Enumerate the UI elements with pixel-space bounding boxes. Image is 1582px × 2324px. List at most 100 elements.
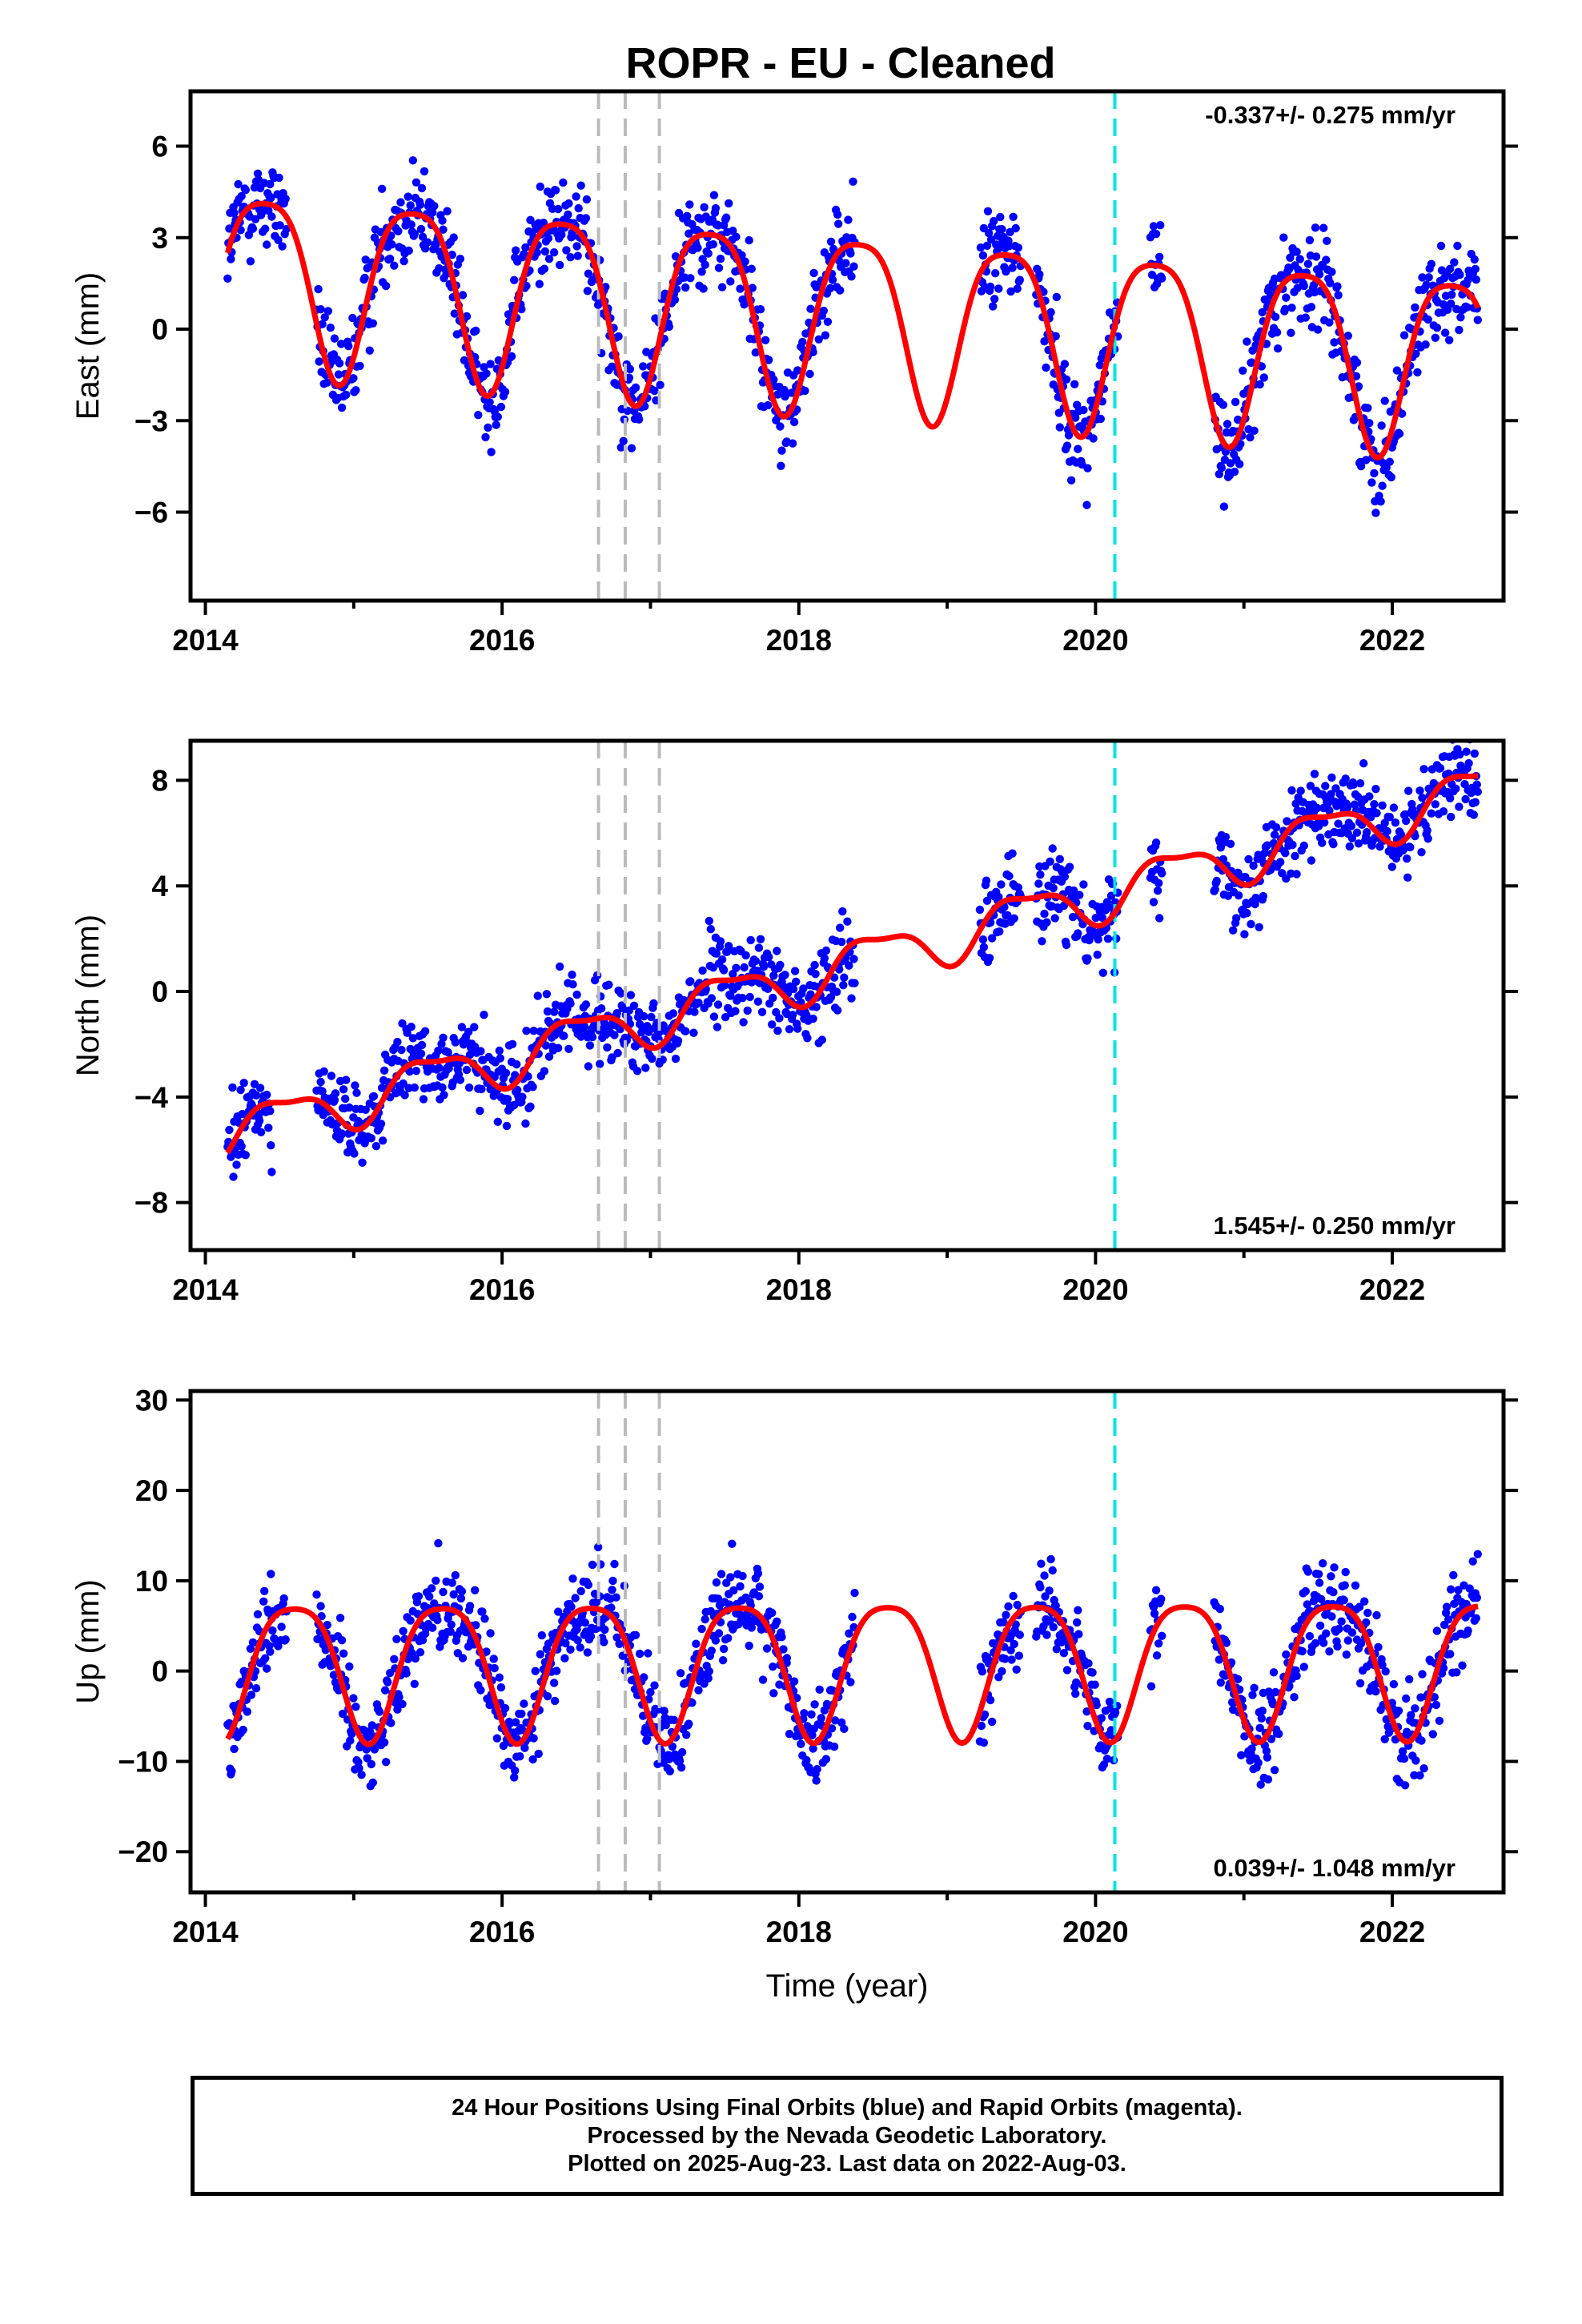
data-point [253,1610,263,1619]
data-point [1315,1621,1325,1630]
data-point [500,1703,510,1713]
data-point [1318,838,1327,847]
data-point [367,1721,376,1730]
data-point [1083,1722,1092,1731]
data-point [314,284,323,294]
data-point [1307,856,1316,865]
data-point [348,313,357,323]
data-point [998,1667,1006,1676]
data-point [1317,1594,1326,1604]
data-point [1073,1618,1082,1627]
data-point [768,1608,777,1618]
data-point [395,1693,404,1702]
x-tick-label: 2018 [766,1273,832,1306]
data-point [1222,1638,1231,1647]
data-point [549,1679,559,1687]
data-point [1082,501,1091,509]
data-point [776,422,785,431]
data-point [850,979,859,987]
data-point [1311,252,1321,261]
data-point [713,1023,722,1031]
data-point [756,305,765,314]
data-point [717,955,727,964]
data-point [1389,1679,1399,1689]
data-point [511,1766,520,1775]
data-point [387,240,396,249]
data-point [358,1158,367,1168]
data-point [685,1719,693,1728]
data-point [1353,792,1363,801]
data-point [259,1597,268,1606]
data-point [990,295,999,304]
data-point [251,1091,261,1100]
data-point [707,994,716,1003]
data-point [1287,786,1296,795]
data-point [345,1103,354,1112]
y-tick-label: −4 [135,1081,169,1114]
data-point [1038,937,1046,946]
data-point [399,1626,408,1636]
data-point [647,1012,656,1022]
data-point [564,210,572,219]
data-point [820,954,829,963]
data-point [559,178,568,187]
data-point [263,240,271,249]
data-point [1243,909,1251,918]
data-point [608,1576,617,1586]
data-point [335,1614,345,1622]
data-point [847,994,856,1003]
data-point [1325,1647,1334,1656]
data-point [480,1614,489,1623]
data-point [1246,433,1255,442]
data-point [612,1009,621,1018]
data-point [1323,799,1332,809]
data-point [1307,303,1316,312]
data-point [528,1755,537,1764]
data-point [246,257,255,266]
data-point [346,1736,355,1745]
data-point [719,966,729,975]
data-point [260,1586,269,1596]
data-point [840,1724,849,1733]
data-point [255,1084,265,1092]
data-point [729,1586,738,1595]
data-point [1407,1711,1415,1719]
data-point [751,956,760,966]
data-point [446,1627,455,1636]
data-point [1258,308,1267,317]
data-point [504,310,513,319]
data-point [407,1023,416,1031]
data-point [757,1007,767,1017]
data-point [1418,273,1427,282]
data-point [458,1654,468,1663]
data-point [736,284,745,293]
data-point [1398,1747,1407,1756]
data-point [338,1709,347,1719]
data-point [731,1007,740,1015]
data-point [1215,1604,1225,1614]
y-tick-label: 20 [135,1474,168,1507]
data-point [465,1602,475,1610]
data-point [1378,481,1387,490]
data-point [1243,337,1251,346]
data-point [616,989,625,998]
data-point [576,1643,584,1652]
data-point [472,1621,480,1630]
data-point [521,243,530,252]
data-point [247,1691,256,1699]
data-point [777,446,786,455]
data-point [274,235,283,244]
data-point [736,1582,745,1591]
data-point [1009,1591,1018,1601]
data-point [418,232,428,241]
data-point [821,331,830,340]
data-point [342,390,351,400]
data-point [1341,1567,1350,1577]
data-point [268,1626,277,1635]
data-point [1271,312,1280,321]
data-point [237,1142,246,1151]
data-point [378,1136,387,1145]
data-point [1226,839,1235,849]
x-tick-label: 2014 [172,1273,239,1306]
data-point [1219,854,1228,864]
